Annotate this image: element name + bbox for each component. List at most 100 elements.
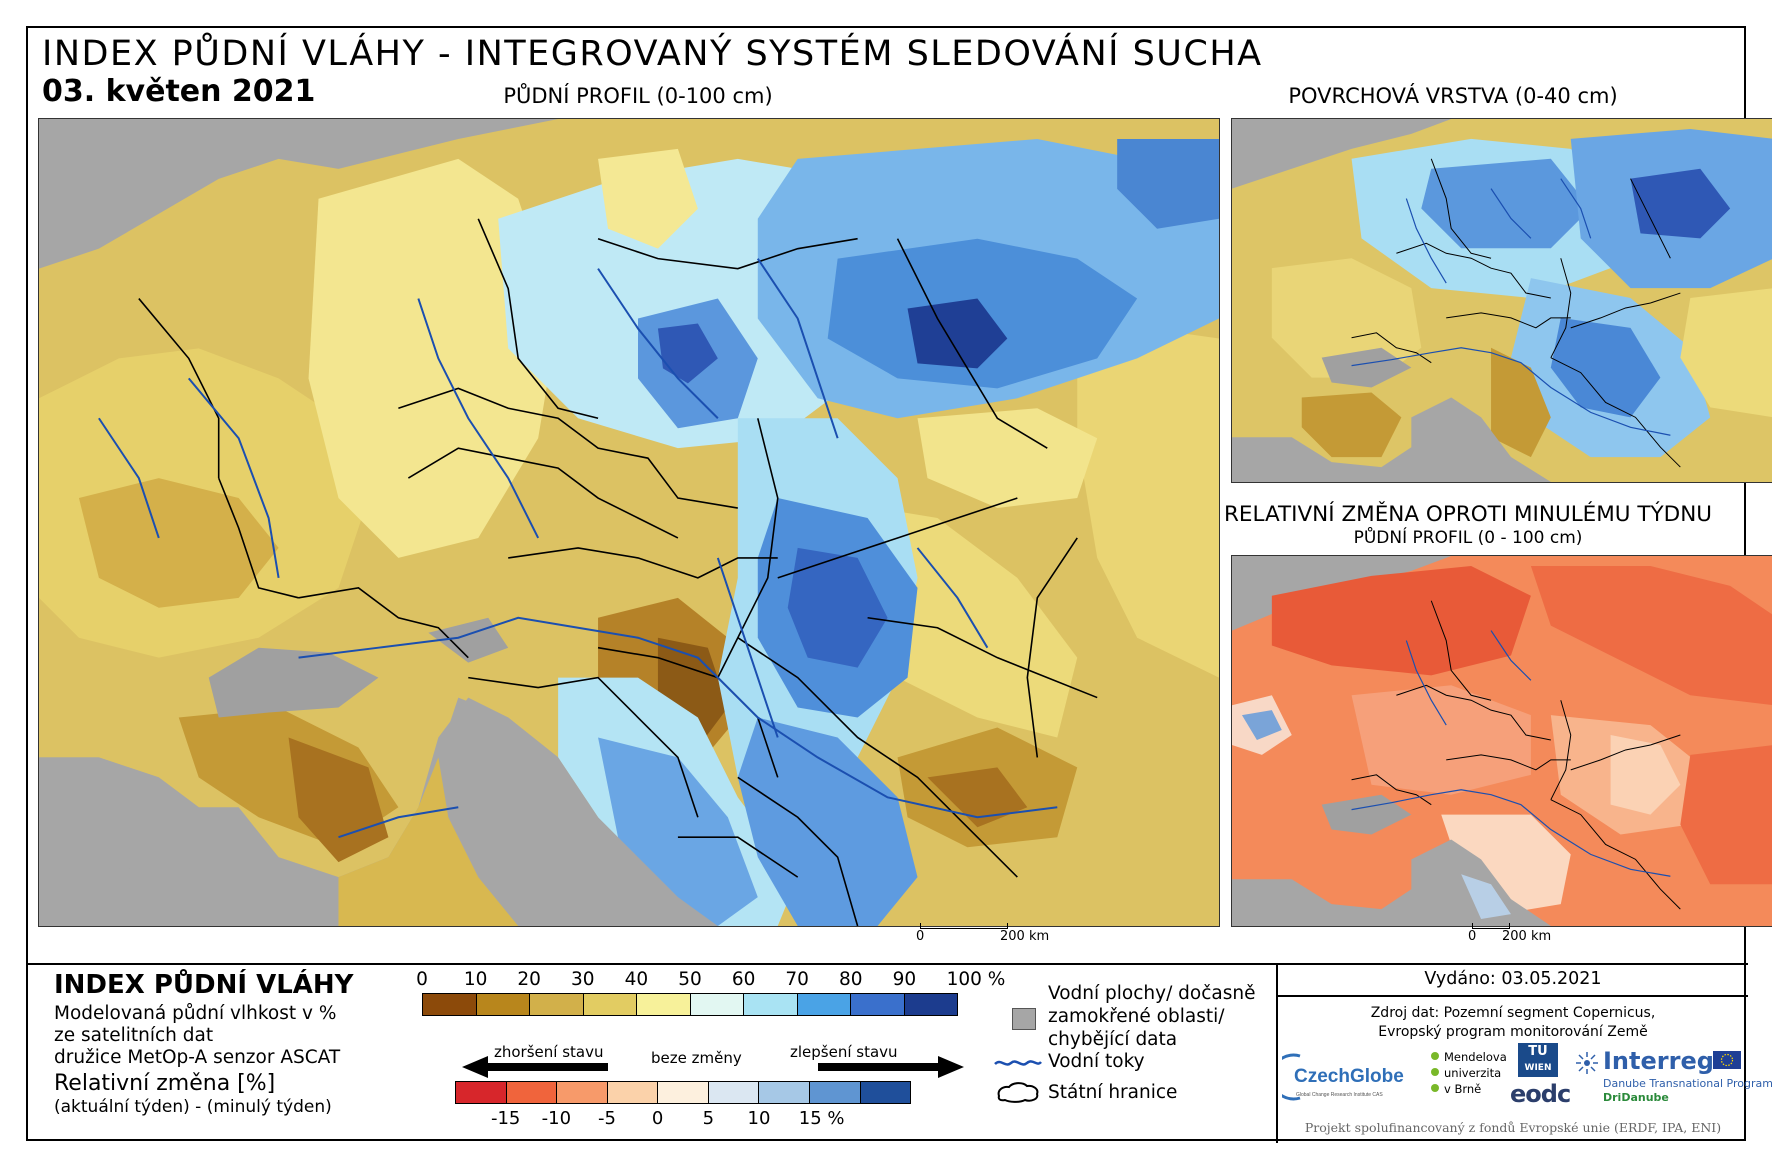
tu-wien-logo: TU WIEN — [1518, 1043, 1558, 1077]
left-arrow-icon — [462, 1056, 608, 1078]
funding-note: Projekt spolufinancovaný z fondů Evropsk… — [1304, 1120, 1722, 1135]
scalebar-zero: 0 — [916, 929, 925, 944]
svg-text:Global Change Research Institu: Global Change Research Institute CAS — [1296, 1092, 1383, 1098]
map-frame: INDEX PŮDNÍ VLÁHY - INTEGROVANÝ SYSTÉM S… — [26, 26, 1772, 1143]
scale-swatch — [809, 1082, 861, 1103]
surface-map-label: POVRCHOVÁ VRSTVA (0-40 cm) — [1288, 84, 1618, 108]
scale-swatch — [759, 1082, 810, 1103]
mendel-university-logo: Mendelova univerzita v Brně — [1428, 1048, 1508, 1110]
mendel-line1: Mendelova — [1444, 1050, 1507, 1064]
water-key-line2: zamokřené oblasti/ — [1048, 1006, 1225, 1027]
water-key-line1: Vodní plochy/ dočasně — [1048, 983, 1256, 1004]
main-soil-moisture-map — [38, 118, 1220, 927]
main-map-scalebar: 0 200 km — [916, 923, 1066, 944]
scale-tick-label: 70 — [785, 969, 809, 990]
surface-layer-map — [1231, 118, 1772, 483]
mendel-line3: v Brně — [1444, 1082, 1482, 1096]
relative-change-map — [1231, 555, 1772, 927]
legend-title: INDEX PŮDNÍ VLÁHY — [54, 970, 354, 1000]
scale-swatch — [530, 994, 584, 1015]
interreg-project: DriDanube — [1603, 1091, 1669, 1104]
scale-swatch — [607, 1082, 659, 1103]
scale-swatch — [637, 994, 691, 1015]
scale-swatch — [690, 994, 744, 1015]
scalebar-zero: 0 — [1468, 929, 1477, 944]
interreg-programme: Danube Transnational Programme — [1603, 1077, 1772, 1090]
interreg-logo: Interreg Danube Transnational Programme … — [1573, 1043, 1772, 1113]
scale-swatch — [860, 1082, 911, 1103]
legend-divider — [1276, 963, 1278, 1143]
scale-tick-label: 90 — [892, 969, 917, 990]
water-key-line3: chybějící data — [1048, 1029, 1178, 1050]
scale-tick-label: 0 — [651, 1108, 664, 1129]
right-arrow-icon — [818, 1056, 964, 1078]
scale-tick-label: -15 — [490, 1108, 521, 1129]
scale-swatch — [557, 1082, 608, 1103]
scale-swatch — [851, 994, 905, 1015]
no-change-label: beze změny — [651, 1049, 742, 1067]
scalebar-distance: 200 km — [1000, 929, 1050, 944]
surface-map-scalebar: 0 200 km — [1468, 923, 1598, 944]
czechglobe-logo: CzechGlobe Global Change Research Instit… — [1269, 1046, 1422, 1106]
scale-swatch — [797, 994, 851, 1015]
scale-swatch — [658, 1082, 709, 1103]
change-scale-labels: -15 -10 -5 0 5 10 15 % — [455, 1108, 935, 1130]
missing-data-swatch — [1012, 1008, 1036, 1030]
better-label: zlepšení stavu — [790, 1043, 898, 1061]
source-line1: Zdroj dat: Pozemní segment Copernicus, — [1370, 1005, 1656, 1021]
issued-separator — [1278, 995, 1748, 997]
scale-tick-label: -10 — [541, 1108, 572, 1129]
interreg-star-icon — [1576, 1052, 1598, 1074]
scale-swatch — [744, 994, 798, 1015]
tuwien-line1: TU — [1528, 1044, 1548, 1059]
border-outline-icon — [997, 1082, 1039, 1103]
scale-tick-label: 50 — [678, 969, 702, 990]
legend-desc-line2: ze satelitních dat — [54, 1025, 214, 1046]
scale-tick-label: 10 — [747, 1108, 771, 1129]
scale-swatch — [904, 994, 957, 1015]
scale-tick-label: 15 % — [798, 1108, 845, 1129]
worse-label: zhoršení stavu — [494, 1043, 604, 1061]
relative-change-title: Relativní změna [%] — [54, 1071, 276, 1096]
main-map-label: PŮDNÍ PROFIL (0-100 cm) — [503, 84, 773, 108]
scalebar-distance: 200 km — [1502, 929, 1552, 944]
scale-swatch — [456, 1082, 507, 1103]
scale-swatch — [506, 1082, 558, 1103]
issue-date-heading: 03. květen 2021 — [42, 74, 316, 109]
tuwien-line2: WIEN — [1524, 1063, 1552, 1073]
scale-tick-label: 60 — [731, 969, 756, 990]
relative-change-subtitle: (aktuální týden) - (minulý týden) — [54, 1097, 332, 1117]
issued-date: Vydáno: 03.05.2021 — [1424, 969, 1602, 989]
interreg-text: Interreg — [1603, 1047, 1714, 1075]
legend-desc-line3: družice MetOp-A senzor ASCAT — [54, 1047, 341, 1068]
czechglobe-text: CzechGlobe — [1294, 1066, 1404, 1087]
eodc-logo: eodc — [1510, 1080, 1571, 1108]
index-color-scale — [422, 993, 958, 1016]
scale-swatch — [708, 1082, 760, 1103]
eu-flag-icon — [1713, 1051, 1741, 1069]
rivers-key-label: Vodní toky — [1048, 1051, 1145, 1072]
mendel-line2: univerzita — [1444, 1066, 1502, 1080]
scale-tick-label: 80 — [839, 969, 863, 990]
legend-desc-line1: Modelovaná půdní vlhkost v % — [54, 1003, 337, 1024]
scale-tick-label: 0 — [416, 969, 428, 990]
change-map-sublabel: PŮDNÍ PROFIL (0 - 100 cm) — [1353, 528, 1583, 548]
scale-tick-label: 10 — [463, 969, 488, 990]
change-direction-arrows — [462, 1056, 964, 1078]
legend-separator — [28, 963, 1748, 965]
scale-swatch — [476, 994, 530, 1015]
source-line2: Evropský program monitorování Země — [1378, 1024, 1648, 1040]
scale-tick-label: 40 — [624, 969, 649, 990]
change-color-scale — [455, 1081, 911, 1104]
scale-tick-label: 30 — [571, 969, 595, 990]
page-title: INDEX PŮDNÍ VLÁHY - INTEGROVANÝ SYSTÉM S… — [42, 34, 1263, 74]
index-scale-labels: 0 10 20 30 40 50 60 70 80 90 100 % — [416, 969, 1005, 991]
scale-tick-label: 100 % — [946, 969, 1006, 990]
scale-tick-label: 20 — [517, 969, 541, 990]
scale-swatch — [583, 994, 637, 1015]
borders-key-label: Státní hranice — [1048, 1082, 1178, 1103]
change-map-label: RELATIVNÍ ZMĚNA OPROTI MINULÉMU TÝDNU — [1223, 502, 1713, 527]
scale-swatch — [423, 994, 477, 1015]
scale-tick-label: -5 — [598, 1108, 616, 1129]
scale-tick-label: 5 — [702, 1108, 715, 1129]
